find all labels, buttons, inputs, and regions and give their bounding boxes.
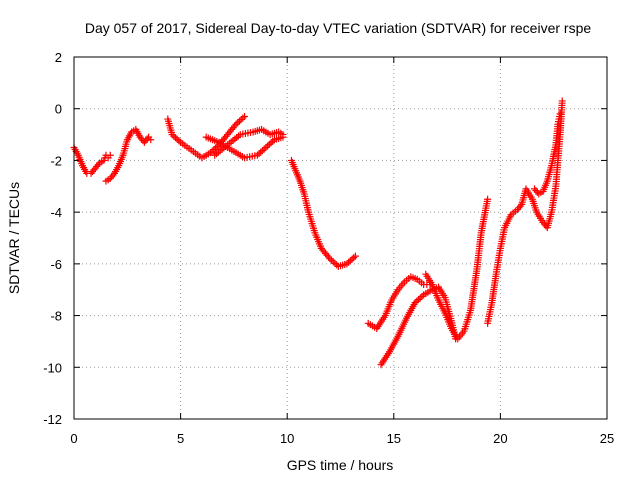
x-tick-label: 20 xyxy=(493,431,507,446)
track-marker xyxy=(94,161,102,169)
track-marker xyxy=(416,294,424,302)
data-point xyxy=(411,299,419,307)
track-marker xyxy=(331,259,339,267)
track-marker xyxy=(143,135,151,143)
track-marker xyxy=(208,147,216,155)
track-marker xyxy=(333,261,341,269)
x-tick-label: 5 xyxy=(177,431,184,446)
track-marker xyxy=(231,122,239,130)
track-marker xyxy=(210,146,218,154)
x-tick-label: 25 xyxy=(600,431,614,446)
track-marker xyxy=(258,147,266,155)
data-point xyxy=(106,151,114,159)
y-tick-label: -2 xyxy=(50,153,62,168)
data-point xyxy=(484,195,492,203)
data-point xyxy=(326,255,334,263)
track-marker xyxy=(175,137,183,145)
y-tick-label: -4 xyxy=(50,205,62,220)
data-point xyxy=(147,136,155,144)
data-point xyxy=(253,151,261,159)
y-axis-label: SDTVAR / TECUs xyxy=(6,182,22,294)
track-marker xyxy=(173,135,181,143)
y-tick-label: -8 xyxy=(50,309,62,324)
track-marker xyxy=(267,139,275,147)
x-tick-label: 0 xyxy=(70,431,77,446)
track-marker xyxy=(260,145,268,153)
track-marker xyxy=(413,297,421,305)
track-marker xyxy=(350,254,358,262)
track-marker xyxy=(235,117,243,125)
data-point xyxy=(232,120,240,128)
y-tick-label: -12 xyxy=(43,412,62,427)
data-point xyxy=(556,110,564,118)
track-marker xyxy=(265,140,273,148)
track-marker xyxy=(348,255,356,263)
track-marker xyxy=(170,132,178,140)
track-marker xyxy=(415,296,423,304)
data-point xyxy=(558,97,566,105)
x-tick-label: 10 xyxy=(280,431,294,446)
track-marker xyxy=(239,114,247,122)
y-tick-label: 2 xyxy=(55,50,62,65)
data-point xyxy=(262,144,270,151)
track-marker xyxy=(345,258,353,266)
data-markers xyxy=(70,97,566,369)
track-marker xyxy=(324,253,332,261)
data-point xyxy=(343,260,351,268)
track-marker xyxy=(234,119,242,127)
y-tick-label: -10 xyxy=(43,360,62,375)
data-point xyxy=(206,149,214,157)
track-marker xyxy=(212,144,220,152)
x-axis-label: GPS time / hours xyxy=(287,457,394,473)
track-marker xyxy=(346,257,354,265)
axis-ticks xyxy=(73,56,608,420)
track-marker xyxy=(516,202,524,210)
track-marker xyxy=(328,256,336,264)
track-marker xyxy=(418,292,426,300)
track-marker xyxy=(257,148,265,156)
y-tick-label: -6 xyxy=(50,257,62,272)
x-tick-label: 15 xyxy=(387,431,401,446)
track-marker xyxy=(171,134,179,142)
grid-lines xyxy=(74,57,607,419)
data-point xyxy=(351,252,359,260)
plot-frame xyxy=(73,56,608,420)
data-point xyxy=(279,131,287,139)
track-marker xyxy=(329,258,337,266)
track-marker xyxy=(264,142,272,150)
track-marker xyxy=(255,150,263,158)
track-marker xyxy=(269,137,277,145)
track-marker xyxy=(237,116,245,124)
chart-title: Day 057 of 2017, Sidereal Day-to-day VTE… xyxy=(85,20,591,36)
y-tick-label: 0 xyxy=(55,102,62,117)
track-marker xyxy=(109,171,117,179)
data-point xyxy=(168,131,176,139)
data-point xyxy=(241,112,249,120)
